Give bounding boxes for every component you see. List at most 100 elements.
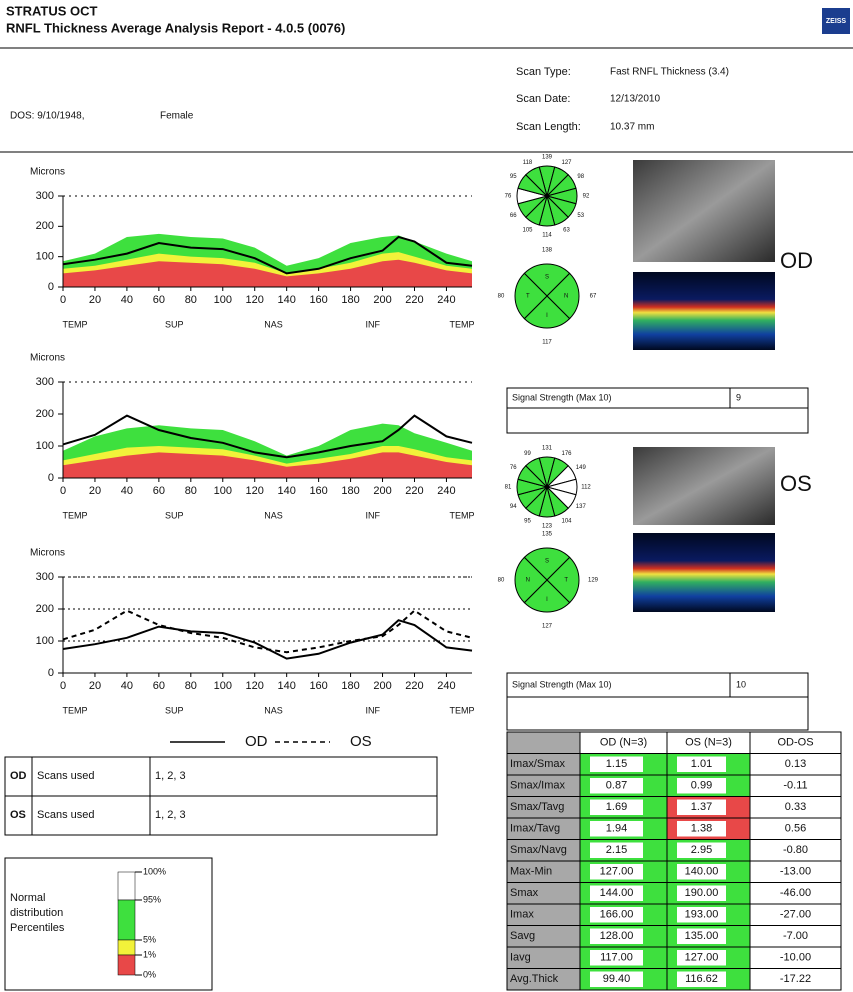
table-cell: -7.00 (783, 930, 808, 942)
x-tick-label: 20 (89, 294, 101, 306)
y-tick-label: 100 (36, 251, 54, 263)
region-label: INF (366, 319, 381, 329)
table-cell: 135.00 (685, 930, 719, 942)
sector-value: 118 (523, 160, 533, 166)
x-tick-label: 200 (373, 680, 391, 692)
legend-label: 95% (143, 894, 161, 904)
sector-value: 99 (524, 451, 531, 457)
table-cell: 127.00 (600, 866, 634, 878)
row-label: Smax (510, 887, 539, 899)
sex: Female (160, 111, 194, 122)
region-label: NAS (264, 319, 283, 329)
region-label: NAS (264, 705, 283, 715)
x-tick-label: 240 (437, 294, 455, 306)
table-cell: -27.00 (780, 909, 811, 921)
sector-value: 94 (510, 504, 517, 510)
scan-value: 12/13/2010 (610, 94, 660, 105)
x-tick-label: 100 (214, 485, 232, 497)
table-cell: 2.15 (606, 844, 627, 856)
table-cell: 0.13 (785, 758, 806, 770)
sector-letter: N (564, 294, 568, 300)
x-tick-label: 80 (185, 294, 197, 306)
fundus-image (633, 160, 775, 262)
y-axis-label: Microns (30, 167, 65, 178)
row-label: Max-Min (510, 866, 552, 878)
y-tick-label: 200 (36, 408, 54, 420)
table-cell: 99.40 (603, 973, 631, 985)
table-cell: 1.01 (691, 758, 712, 770)
y-tick-label: 100 (36, 635, 54, 647)
y-tick-label: 0 (48, 281, 54, 293)
x-tick-label: 220 (405, 485, 423, 497)
x-tick-label: 120 (246, 485, 264, 497)
sector-value: 53 (577, 213, 584, 219)
fundus-image (633, 447, 775, 525)
region-label: SUP (165, 705, 184, 715)
x-tick-label: 40 (121, 680, 133, 692)
eye-label: OS (780, 471, 812, 496)
table-cell: -0.80 (783, 844, 808, 856)
table-cell: 1, 2, 3 (155, 809, 186, 821)
table-cell: -17.22 (780, 973, 811, 985)
table-header: OD (N=3) (600, 737, 647, 749)
table-cell: 140.00 (685, 866, 719, 878)
table-cell: 127.00 (685, 952, 719, 964)
x-tick-label: 240 (437, 680, 455, 692)
legend-label: OS (350, 733, 372, 750)
sector-letter: N (526, 578, 530, 584)
y-tick-label: 200 (36, 220, 54, 232)
legend-label: 1% (143, 949, 156, 959)
row-label: Iavg (510, 952, 531, 964)
x-tick-label: 200 (373, 294, 391, 306)
sector-value: 176 (561, 451, 572, 457)
sector-value: 112 (581, 485, 591, 491)
sector-value: 76 (510, 465, 517, 471)
x-tick-label: 80 (185, 485, 197, 497)
y-tick-label: 100 (36, 440, 54, 452)
y-tick-label: 0 (48, 667, 54, 679)
thickness-line (63, 611, 472, 653)
report: STRATUS OCT RNFL Thickness Average Analy… (0, 0, 853, 992)
report-title: STRATUS OCT (6, 3, 98, 18)
sector-value: 80 (498, 294, 505, 300)
sector-value: 76 (505, 194, 512, 200)
table-cell: -13.00 (780, 866, 811, 878)
x-tick-label: 140 (277, 294, 295, 306)
y-tick-label: 200 (36, 603, 54, 615)
legend-title: distribution (10, 907, 63, 919)
sector-value: 67 (590, 294, 597, 300)
legend-title: Normal (10, 892, 45, 904)
region-label: TEMP (449, 705, 474, 715)
x-tick-label: 120 (246, 680, 264, 692)
thickness-line (63, 620, 472, 658)
row-label: Imax/Smax (510, 758, 566, 770)
y-tick-label: 300 (36, 571, 54, 583)
signal-label: Signal Strength (Max 10) (512, 679, 612, 689)
legend-label: 5% (143, 934, 156, 944)
logo: ZEISS (826, 18, 847, 25)
sector-value: 66 (510, 213, 517, 219)
scan-value: 10.37 mm (610, 122, 654, 133)
region-label: TEMP (449, 510, 474, 520)
table-cell: OS (10, 809, 26, 821)
table-cell-bg (507, 732, 580, 754)
region-label: TEMP (62, 705, 87, 715)
eye-label: OD (780, 248, 813, 273)
signal-label: Signal Strength (Max 10) (512, 392, 612, 402)
x-tick-label: 160 (309, 680, 327, 692)
sector-value: 139 (542, 155, 553, 161)
sector-value: 127 (561, 160, 572, 166)
table-cell: 0.87 (606, 780, 627, 792)
table-cell: 166.00 (600, 909, 634, 921)
table-cell: 0.33 (785, 801, 806, 813)
table-cell: Scans used (37, 809, 94, 821)
x-tick-label: 240 (437, 485, 455, 497)
region-label: TEMP (62, 319, 87, 329)
sector-value: 129 (588, 578, 599, 584)
legend-swatch (118, 955, 135, 975)
x-tick-label: 0 (60, 294, 66, 306)
oct-image (633, 533, 775, 612)
region-label: NAS (264, 510, 283, 520)
sector-letter: T (526, 294, 530, 300)
x-tick-label: 200 (373, 485, 391, 497)
